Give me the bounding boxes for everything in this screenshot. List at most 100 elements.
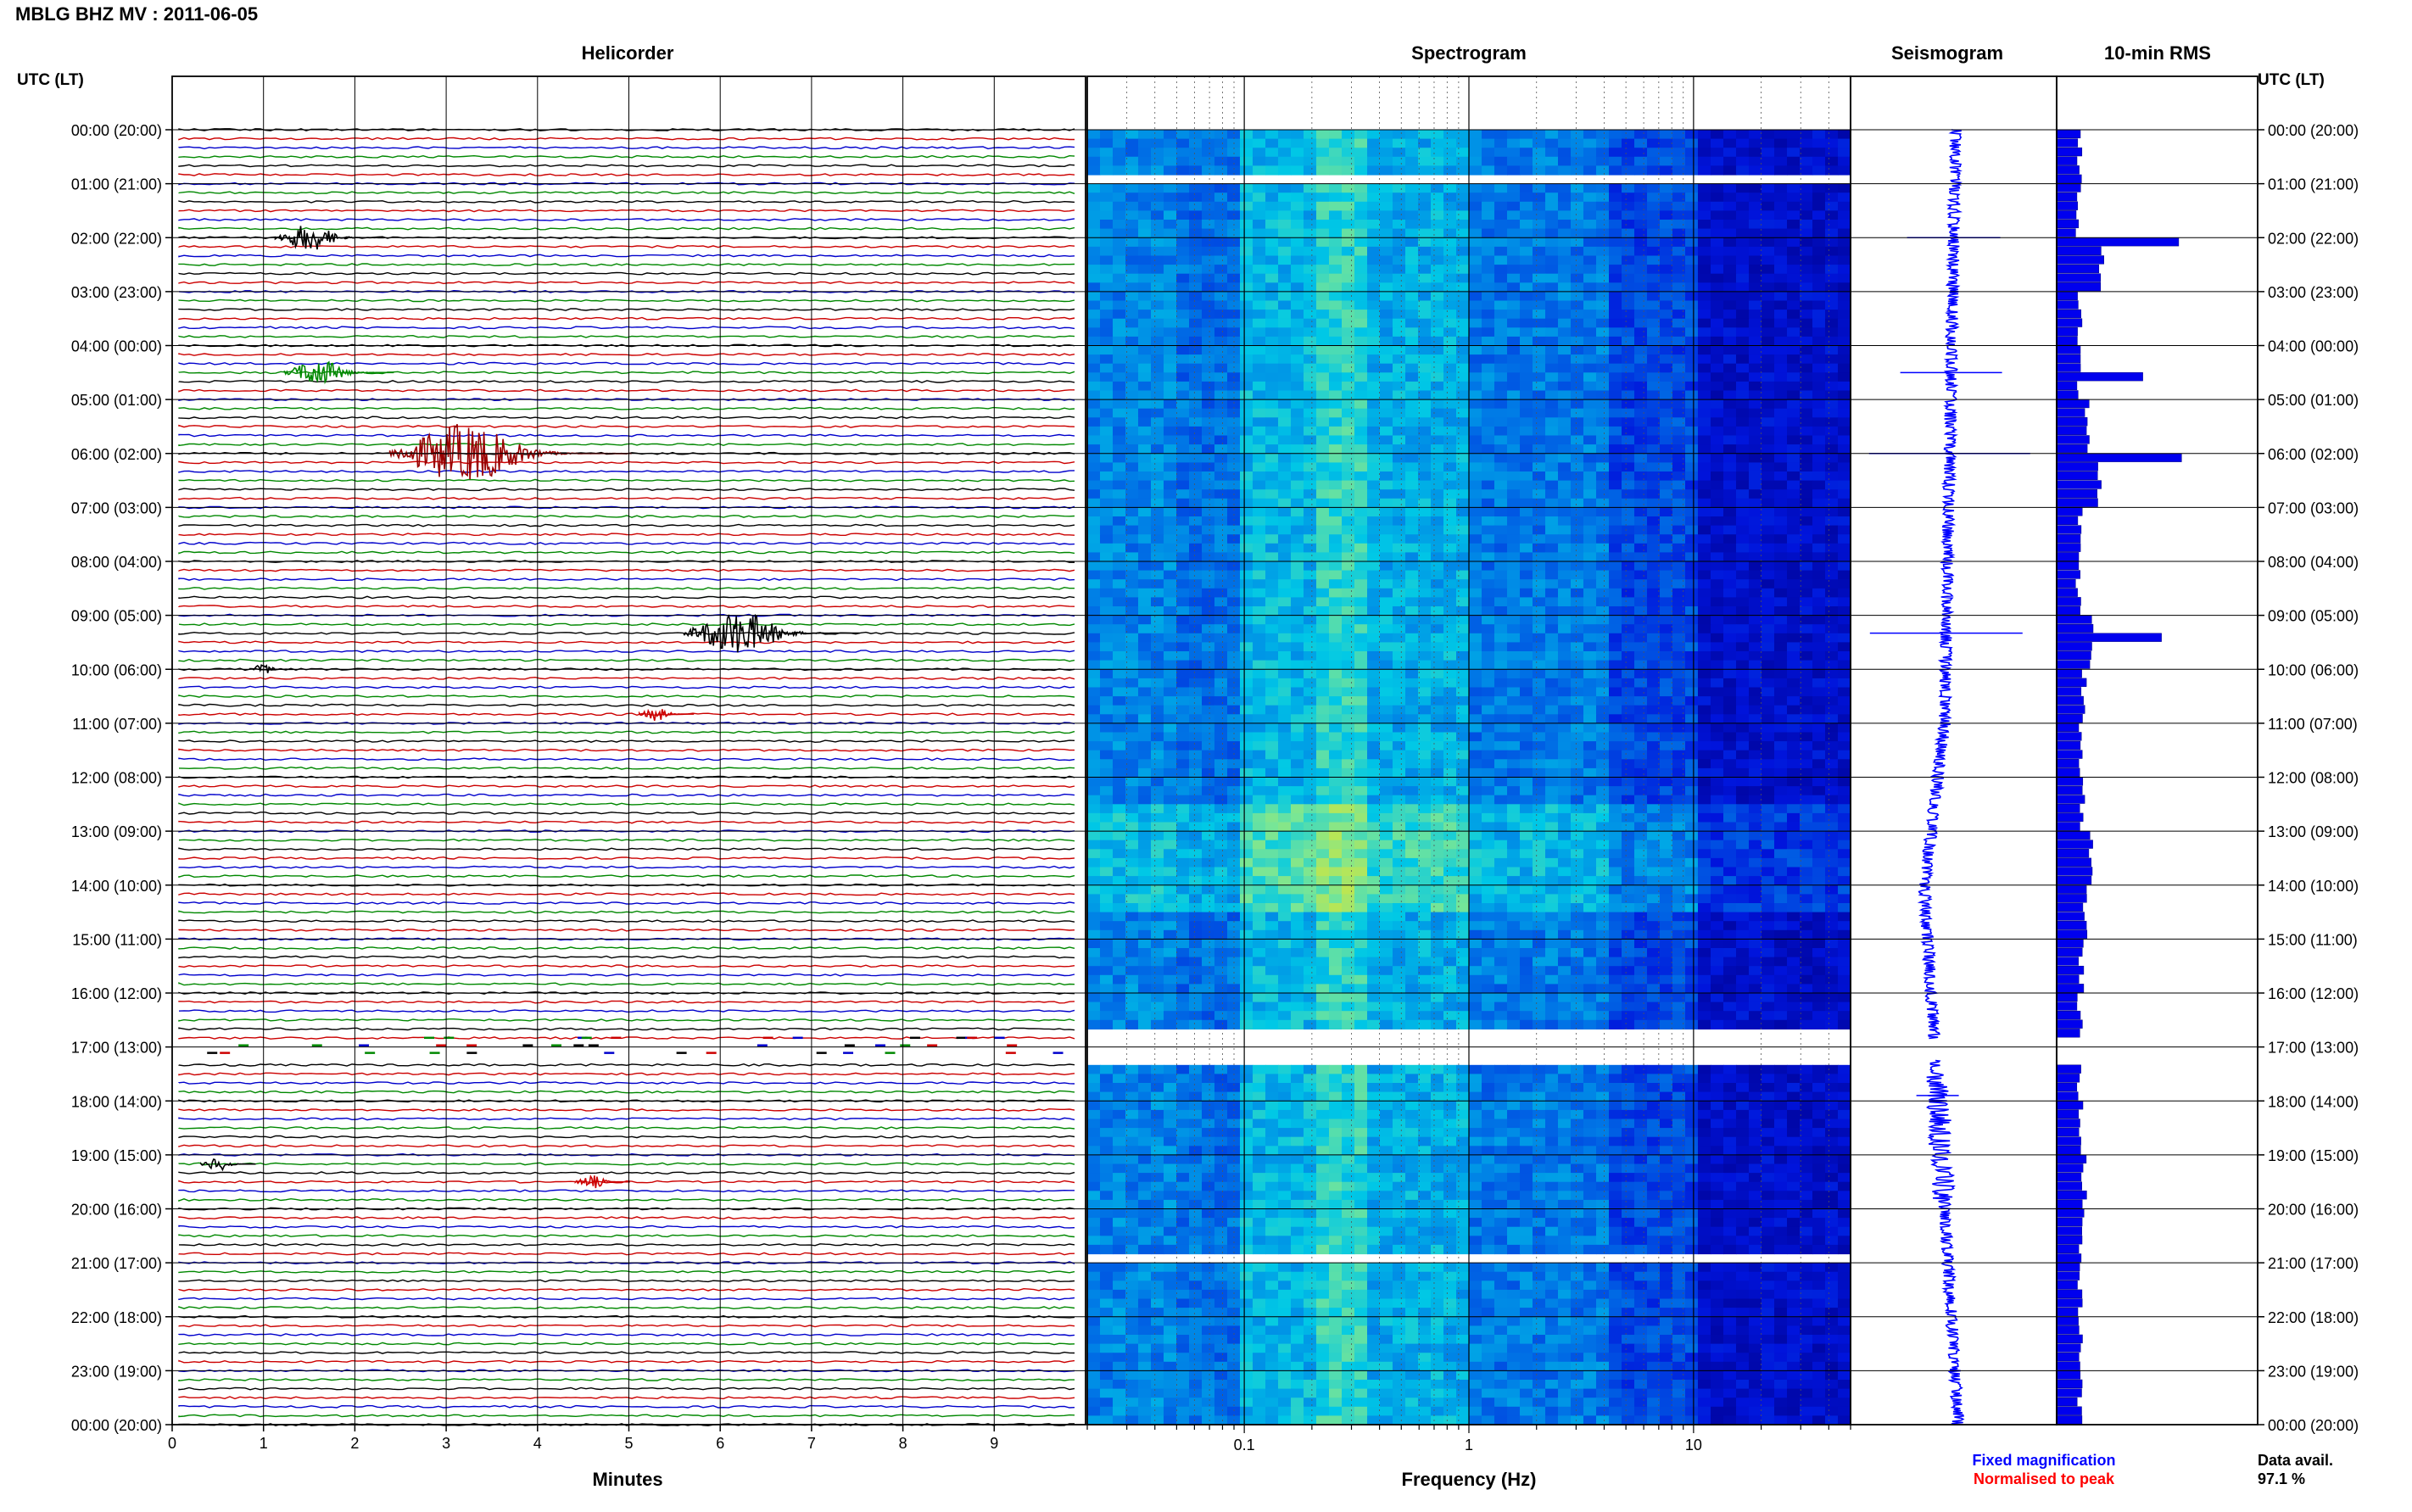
spectrogram-cell — [1622, 822, 1635, 832]
spectrogram-cell — [1265, 767, 1279, 778]
spectrogram-cell — [1698, 156, 1711, 166]
spectrogram-cell — [1609, 453, 1622, 463]
spectrogram-cell — [1736, 831, 1750, 841]
spectrogram-cell — [1431, 516, 1444, 527]
spectrogram-cell — [1189, 381, 1203, 392]
spectrogram-cell — [1749, 741, 1762, 751]
spectrogram-cell — [1787, 696, 1801, 706]
spectrogram-cell — [1367, 795, 1381, 805]
spectrogram-cell — [1749, 804, 1762, 814]
spectrogram-cell — [1596, 777, 1610, 787]
spectrogram-cell — [1113, 246, 1126, 257]
spectrogram-cell — [1469, 804, 1482, 814]
spectrogram-cell — [1113, 282, 1126, 293]
spectrogram-cell — [1202, 444, 1215, 455]
spectrogram-cell — [1469, 822, 1482, 832]
spectrogram-cell — [1367, 669, 1381, 679]
spectrogram-cell — [1507, 246, 1521, 257]
spectrogram-row — [1087, 759, 1851, 769]
spectrogram-cell — [1418, 822, 1432, 832]
spectrogram-cell — [1749, 857, 1762, 868]
spectrogram-cell — [1291, 237, 1304, 248]
spectrogram-cell — [1838, 138, 1851, 148]
spectrogram-cell — [1164, 372, 1177, 382]
spectrogram-cell — [1087, 426, 1101, 437]
spectrogram-cell — [1596, 237, 1610, 248]
spectrogram-cell — [1533, 588, 1546, 598]
spectrogram-cell — [1265, 148, 1279, 158]
spectrogram-cell — [1736, 804, 1750, 814]
spectrogram-cell — [1812, 354, 1826, 365]
spectrogram-cell — [1545, 795, 1559, 805]
spectrogram-cell — [1342, 210, 1355, 220]
spectrogram-cell — [1634, 444, 1648, 455]
spectrogram-cell — [1787, 327, 1801, 338]
spectrogram-cell — [1202, 201, 1215, 211]
spectrogram-cell — [1711, 130, 1724, 140]
spectrogram-cell — [1647, 642, 1661, 652]
spectrogram-cell — [1800, 471, 1813, 482]
spectrogram-cell — [1418, 579, 1432, 589]
spectrogram-cell — [1787, 246, 1801, 257]
spectrogram-cell — [1825, 606, 1839, 617]
spectrogram-cell — [1545, 148, 1559, 158]
spectrogram-cell — [1583, 714, 1597, 724]
spectrogram-cell — [1304, 525, 1317, 535]
spectrogram-cell — [1342, 381, 1355, 392]
spectrogram-cell — [1151, 471, 1164, 482]
spectrogram-cell — [1431, 831, 1444, 841]
spectrogram-cell — [1316, 750, 1330, 760]
spectrogram-cell — [1749, 489, 1762, 499]
spectrogram-cell — [1189, 534, 1203, 544]
spectrogram-cell — [1431, 345, 1444, 355]
spectrogram-cell — [1342, 705, 1355, 715]
spectrogram-cell — [1736, 273, 1750, 283]
spectrogram-cell — [1774, 291, 1788, 302]
spectrogram-cell — [1393, 597, 1406, 607]
spectrogram-cell — [1634, 426, 1648, 437]
spectrogram-cell — [1482, 130, 1495, 140]
spectrogram-cell — [1176, 435, 1190, 445]
spectrogram-cell — [1456, 579, 1470, 589]
spectrogram-cell — [1482, 822, 1495, 832]
spectrogram-cell — [1125, 714, 1139, 724]
spectrogram-cell — [1583, 183, 1597, 193]
spectrogram-cell — [1138, 237, 1152, 248]
spectrogram-cell — [1125, 228, 1139, 238]
spectrogram-cell — [1164, 597, 1177, 607]
spectrogram-cell — [1583, 741, 1597, 751]
spectrogram-cell — [1647, 552, 1661, 562]
spectrogram-cell — [1240, 822, 1253, 832]
spectrogram-cell — [1736, 812, 1750, 823]
spectrogram-cell — [1545, 597, 1559, 607]
spectrogram-cell — [1800, 210, 1813, 220]
spectrogram-cell — [1774, 498, 1788, 508]
spectrogram-cell — [1253, 462, 1266, 472]
spectrogram-cell — [1647, 822, 1661, 832]
spectrogram-cell — [1431, 201, 1444, 211]
spectrogram-cell — [1520, 165, 1533, 176]
spectrogram-cell — [1113, 714, 1126, 724]
spectrogram-cell — [1113, 705, 1126, 715]
spectrogram-cell — [1100, 561, 1114, 572]
spectrogram-cell — [1533, 759, 1546, 769]
spectrogram-cell — [1469, 310, 1482, 320]
spectrogram-cell — [1431, 822, 1444, 832]
spectrogram-cell — [1456, 210, 1470, 220]
spectrogram-cell — [1507, 471, 1521, 482]
spectrogram-cell — [1583, 678, 1597, 689]
spectrogram-cell — [1774, 300, 1788, 310]
spectrogram-cell — [1558, 489, 1572, 499]
spectrogram-cell — [1138, 300, 1152, 310]
spectrogram-cell — [1240, 417, 1253, 427]
spectrogram-cell — [1405, 471, 1419, 482]
spectrogram-cell — [1240, 138, 1253, 148]
spectrogram-cell — [1825, 399, 1839, 410]
spectrogram-row — [1087, 849, 1851, 859]
spectrogram-cell — [1749, 588, 1762, 598]
spectrogram-cell — [1494, 732, 1508, 742]
spectrogram-cell — [1774, 831, 1788, 841]
spectrogram-cell — [1380, 812, 1393, 823]
spectrogram-row — [1087, 624, 1851, 634]
spectrogram-cell — [1316, 354, 1330, 365]
